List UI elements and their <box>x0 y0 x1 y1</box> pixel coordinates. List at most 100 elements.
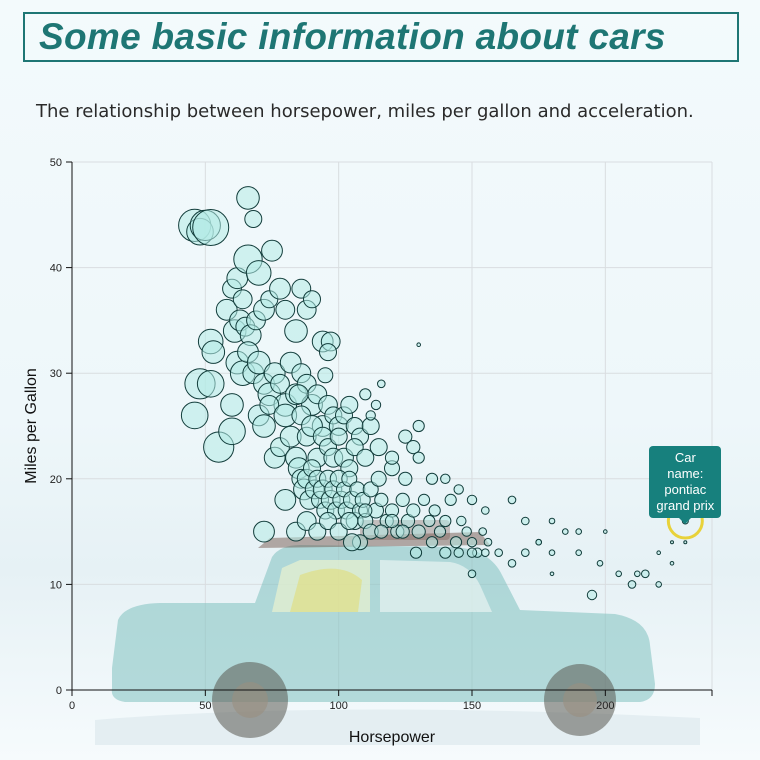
data-point[interactable] <box>466 547 478 558</box>
data-point[interactable] <box>433 525 447 538</box>
data-point[interactable] <box>655 581 663 588</box>
data-point[interactable] <box>236 186 260 210</box>
data-point[interactable] <box>359 388 372 401</box>
data-point[interactable] <box>358 503 373 518</box>
data-point[interactable] <box>259 395 280 415</box>
data-point[interactable] <box>521 548 530 558</box>
data-point[interactable] <box>374 524 389 539</box>
data-point[interactable] <box>575 528 583 535</box>
data-point[interactable] <box>483 537 493 547</box>
data-point[interactable] <box>369 438 388 457</box>
data-point[interactable] <box>270 373 290 394</box>
data-point[interactable] <box>634 570 641 578</box>
data-point[interactable] <box>461 526 472 537</box>
data-point[interactable] <box>641 569 650 579</box>
data-point[interactable] <box>440 473 451 484</box>
data-point[interactable] <box>521 516 530 526</box>
data-point[interactable] <box>466 537 478 548</box>
data-point[interactable] <box>395 524 410 539</box>
data-point[interactable] <box>196 370 225 398</box>
data-point[interactable] <box>384 450 400 465</box>
data-point[interactable] <box>575 549 583 557</box>
data-point[interactable] <box>220 393 244 417</box>
data-point[interactable] <box>201 340 226 364</box>
data-point[interactable] <box>417 493 431 506</box>
data-point[interactable] <box>180 401 209 430</box>
data-point[interactable] <box>425 536 439 549</box>
data-point[interactable] <box>232 289 253 310</box>
data-point[interactable] <box>244 210 263 228</box>
data-point[interactable] <box>627 580 637 589</box>
data-point[interactable] <box>398 429 413 444</box>
data-point[interactable] <box>669 561 675 566</box>
data-point[interactable] <box>384 513 400 529</box>
data-point[interactable] <box>549 571 555 577</box>
data-point[interactable] <box>615 570 623 578</box>
data-point[interactable] <box>456 515 467 527</box>
data-point[interactable] <box>494 548 504 558</box>
data-point[interactable] <box>507 495 517 505</box>
data-point[interactable] <box>341 470 358 487</box>
data-point[interactable] <box>317 367 334 384</box>
data-point[interactable] <box>365 410 376 421</box>
data-point[interactable] <box>269 277 291 300</box>
data-point[interactable] <box>374 492 389 507</box>
data-point[interactable] <box>548 549 556 557</box>
data-point[interactable] <box>252 414 276 438</box>
data-point[interactable] <box>439 514 452 528</box>
data-point[interactable] <box>439 546 452 559</box>
data-point[interactable] <box>409 546 423 559</box>
data-point[interactable] <box>275 299 296 320</box>
data-point[interactable] <box>319 512 337 530</box>
data-point[interactable] <box>245 260 272 286</box>
data-point[interactable] <box>246 350 271 375</box>
data-point[interactable] <box>329 427 348 446</box>
data-point[interactable] <box>370 399 382 411</box>
data-point[interactable] <box>586 589 598 601</box>
data-point[interactable] <box>362 481 379 498</box>
data-point[interactable] <box>356 448 375 467</box>
data-point[interactable] <box>411 524 426 539</box>
data-point[interactable] <box>444 493 457 506</box>
data-point[interactable] <box>192 209 230 246</box>
data-point[interactable] <box>398 471 413 486</box>
data-point[interactable] <box>406 440 421 455</box>
data-point[interactable] <box>303 290 321 309</box>
data-point[interactable] <box>218 417 246 446</box>
data-point[interactable] <box>670 540 674 545</box>
data-point[interactable] <box>656 550 662 556</box>
data-point[interactable] <box>596 560 604 567</box>
data-point[interactable] <box>261 239 283 262</box>
data-point[interactable] <box>319 343 337 362</box>
data-point[interactable] <box>478 527 488 536</box>
data-point[interactable] <box>449 536 463 549</box>
data-point[interactable] <box>603 529 608 534</box>
data-point[interactable] <box>423 514 436 528</box>
data-point[interactable] <box>428 504 441 517</box>
data-point[interactable] <box>481 506 490 515</box>
data-point[interactable] <box>395 492 410 507</box>
data-point[interactable] <box>683 540 688 545</box>
data-point[interactable] <box>406 503 421 518</box>
data-point[interactable] <box>343 533 361 552</box>
data-point[interactable] <box>288 384 309 405</box>
data-point[interactable] <box>535 538 543 546</box>
data-point[interactable] <box>481 548 490 558</box>
data-point[interactable] <box>253 520 275 543</box>
data-point[interactable] <box>284 319 308 343</box>
data-point[interactable] <box>412 419 425 433</box>
data-point[interactable] <box>562 528 569 535</box>
data-point[interactable] <box>340 512 359 530</box>
data-point[interactable] <box>548 517 556 525</box>
data-point[interactable] <box>340 395 359 414</box>
data-point[interactable] <box>377 379 386 389</box>
data-point[interactable] <box>453 547 464 558</box>
data-point[interactable] <box>466 494 478 506</box>
data-point[interactable] <box>507 559 517 568</box>
data-point[interactable] <box>370 470 387 487</box>
data-point[interactable] <box>416 342 422 348</box>
data-point[interactable] <box>425 472 439 485</box>
data-point[interactable] <box>467 569 477 579</box>
data-point[interactable] <box>453 484 464 495</box>
data-point[interactable] <box>412 451 425 464</box>
